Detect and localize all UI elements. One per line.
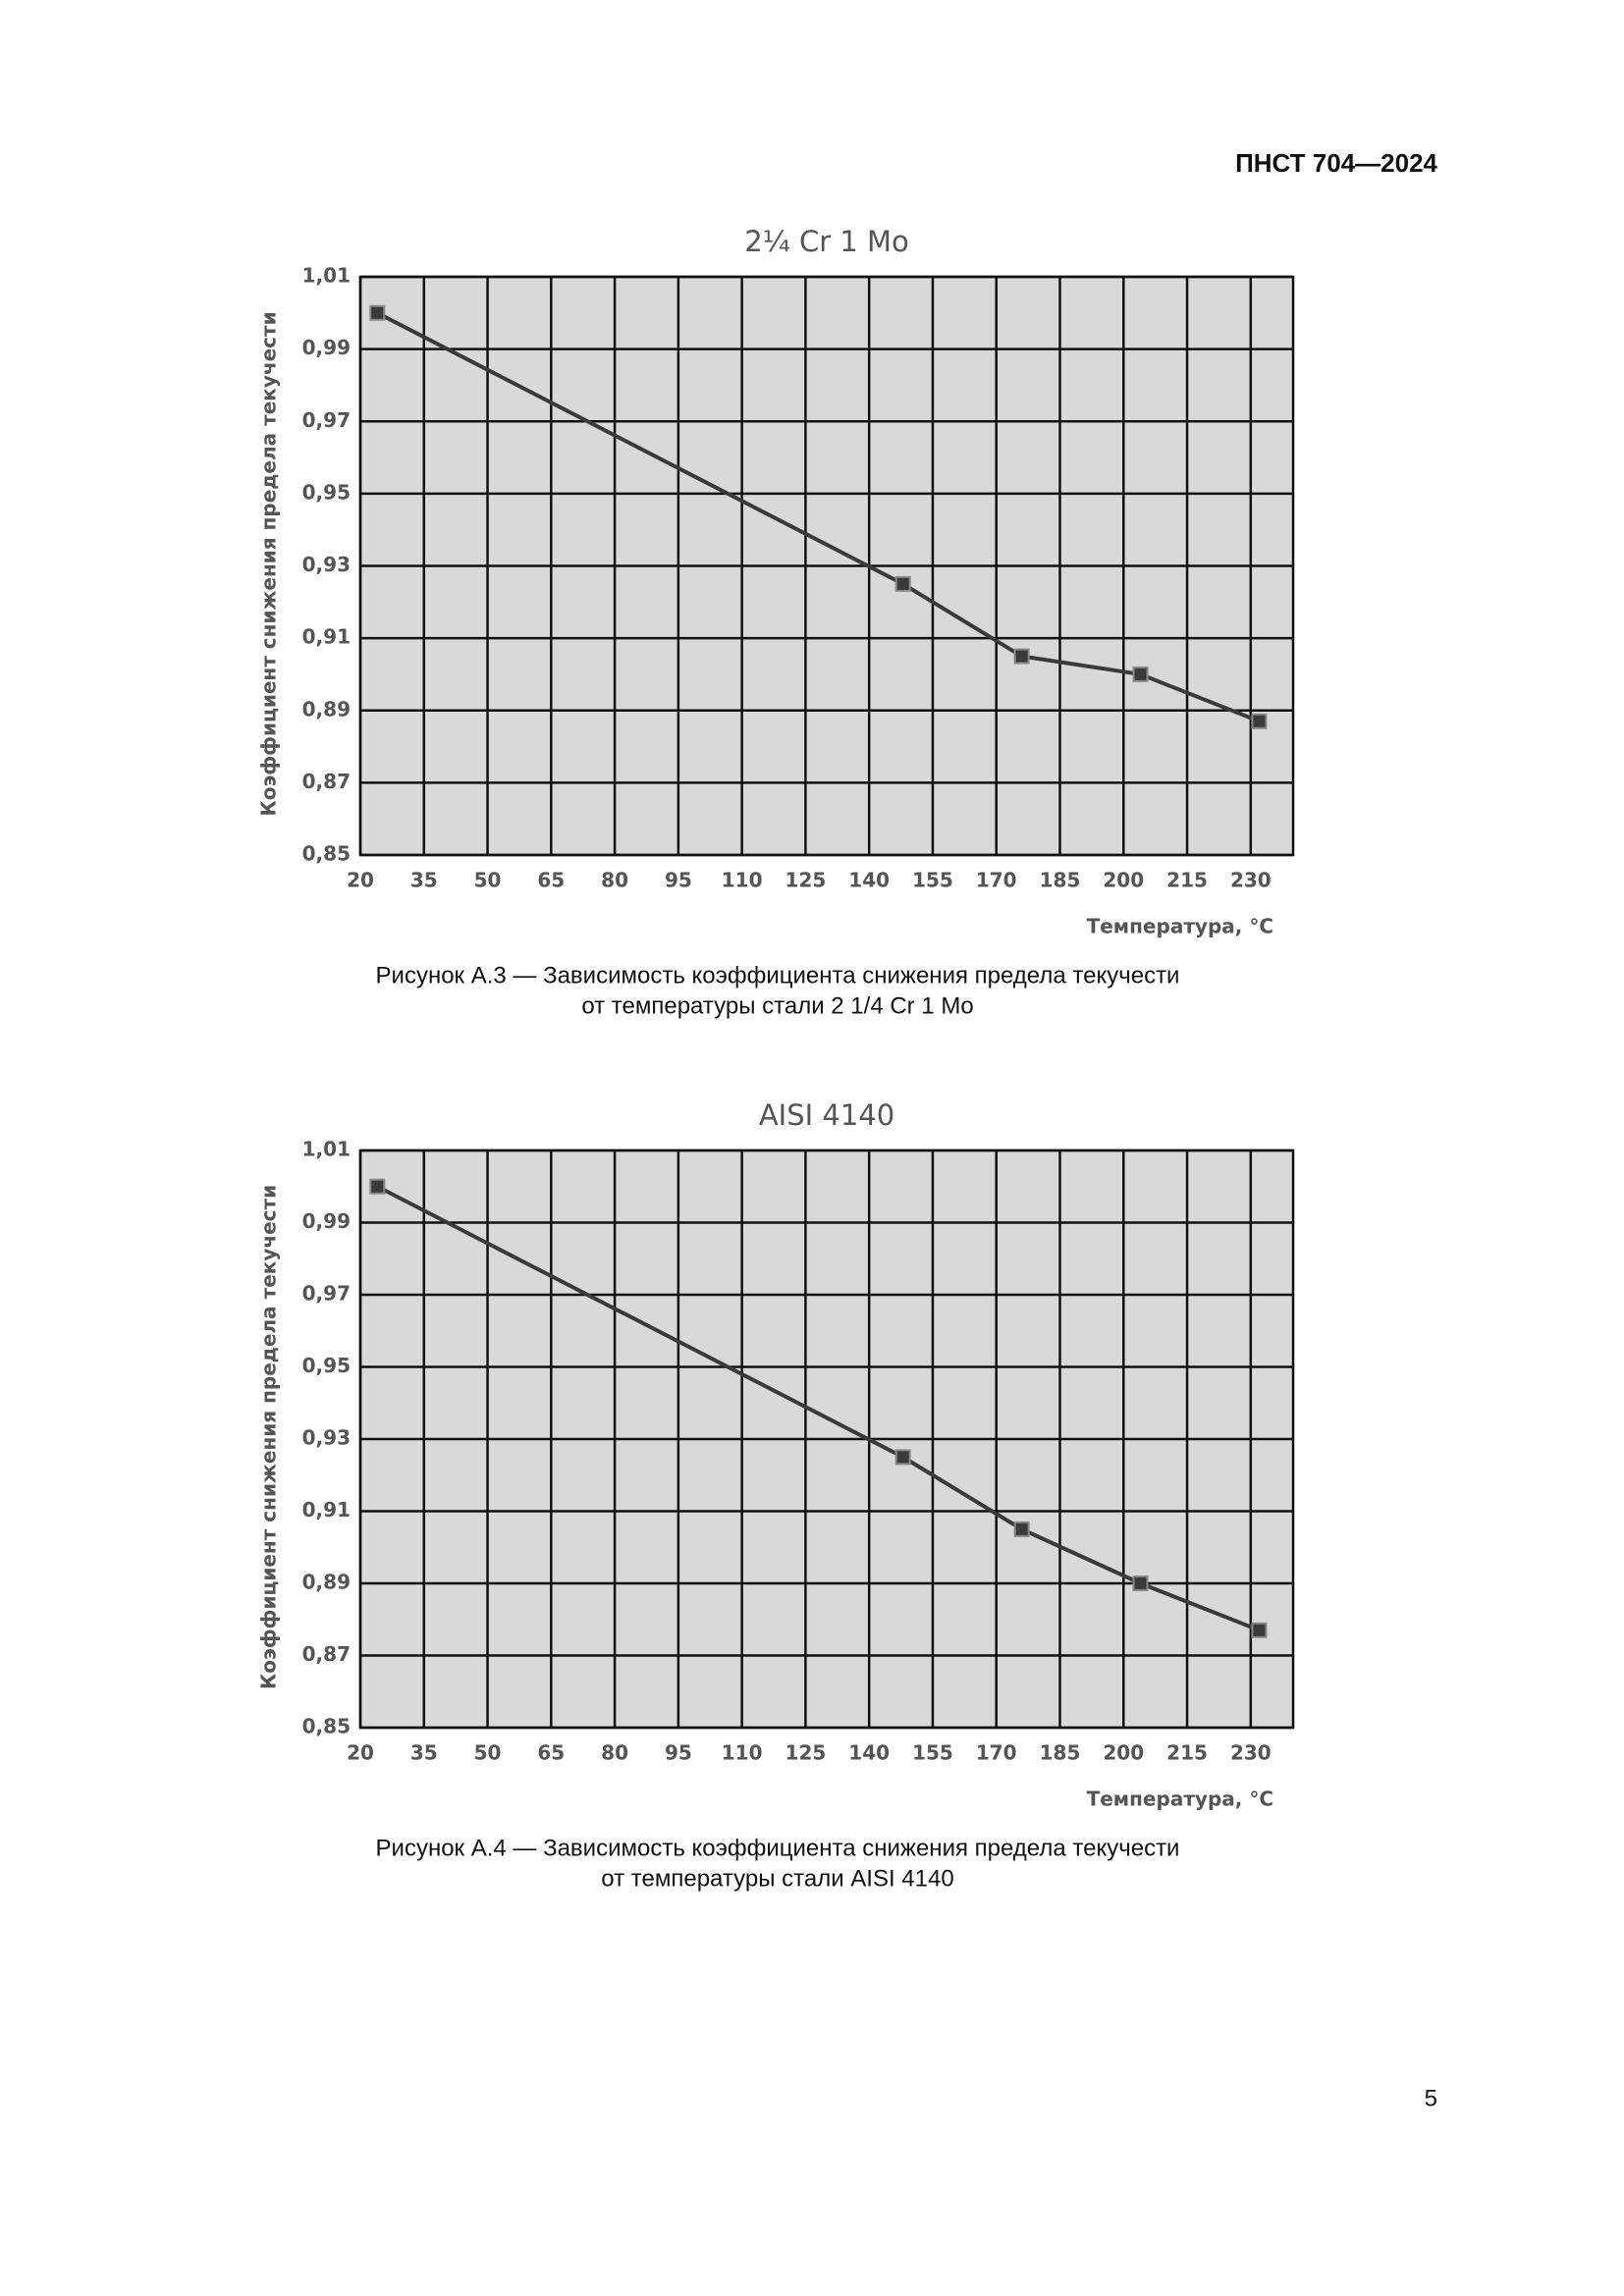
- y-tick-label: 0,85: [302, 1715, 351, 1738]
- chart-title: AISI 4140: [759, 1098, 894, 1132]
- y-axis-label: Коэффициент снижения предела текучести: [257, 311, 281, 816]
- x-tick-label: 215: [1166, 869, 1208, 892]
- data-marker: [369, 304, 386, 321]
- y-tick-label: 0,89: [302, 1571, 351, 1594]
- x-tick-label: 50: [474, 869, 502, 892]
- x-tick-label: 80: [601, 869, 628, 892]
- figure-caption: Рисунок А.3 — Зависимость коэффициента с…: [376, 962, 1180, 988]
- chart-title: 2¼ Cr 1 Mo: [744, 225, 909, 258]
- plot-border: [358, 1148, 1295, 1730]
- page-number: 5: [1425, 2085, 1437, 2111]
- data-marker: [894, 1449, 911, 1466]
- data-marker: [894, 575, 911, 592]
- x-tick-label: 185: [1040, 869, 1081, 892]
- y-tick-label: 0,97: [302, 1282, 351, 1306]
- x-tick-label: 20: [347, 869, 374, 892]
- x-tick-label: 125: [785, 1741, 827, 1765]
- data-marker: [1251, 1622, 1268, 1638]
- x-tick-label: 215: [1166, 1741, 1208, 1765]
- x-tick-label: 50: [474, 1741, 502, 1765]
- x-tick-label: 200: [1103, 869, 1144, 892]
- y-tick-label: 0,95: [302, 480, 351, 504]
- x-tick-label: 200: [1103, 1741, 1144, 1765]
- x-tick-label: 35: [410, 869, 438, 892]
- y-axis-label: Коэффициент снижения предела текучести: [257, 1185, 281, 1689]
- y-tick-label: 0,93: [302, 553, 351, 576]
- y-tick-label: 0,95: [302, 1354, 351, 1377]
- data-marker: [1132, 666, 1149, 682]
- x-tick-label: 95: [665, 1741, 692, 1765]
- x-tick-label: 170: [976, 869, 1017, 892]
- figure-caption: Рисунок А.4 — Зависимость коэффициента с…: [376, 1835, 1180, 1861]
- x-tick-label: 20: [347, 1741, 374, 1765]
- y-tick-label: 0,99: [302, 1209, 351, 1233]
- figure-caption: от температуры стали 2 1/4 Cr 1 Mo: [581, 992, 973, 1019]
- y-tick-label: 0,87: [302, 770, 351, 793]
- x-axis-label: Температура, °C: [1087, 915, 1273, 938]
- plot-border: [358, 275, 1295, 857]
- data-marker: [1013, 1521, 1030, 1537]
- doc-id: ПНСТ 704—2024: [1235, 148, 1437, 178]
- data-marker: [369, 1178, 386, 1195]
- x-tick-label: 35: [410, 1741, 438, 1765]
- data-marker: [1251, 713, 1268, 729]
- x-tick-label: 110: [722, 869, 763, 892]
- data-marker: [1013, 648, 1030, 665]
- x-tick-label: 170: [976, 1741, 1017, 1765]
- x-tick-label: 230: [1230, 869, 1272, 892]
- x-tick-label: 95: [665, 869, 692, 892]
- y-tick-label: 1,01: [302, 264, 351, 288]
- y-tick-label: 0,99: [302, 336, 351, 359]
- x-tick-label: 155: [912, 869, 953, 892]
- y-tick-label: 0,97: [302, 408, 351, 432]
- y-tick-label: 0,91: [302, 625, 351, 649]
- x-axis-label: Температура, °C: [1087, 1788, 1273, 1811]
- y-tick-label: 0,93: [302, 1426, 351, 1450]
- x-tick-label: 155: [912, 1741, 953, 1765]
- y-tick-label: 0,89: [302, 697, 351, 721]
- y-tick-label: 0,87: [302, 1642, 351, 1666]
- x-tick-label: 140: [848, 1741, 890, 1765]
- x-tick-label: 140: [848, 869, 890, 892]
- x-tick-label: 185: [1040, 1741, 1081, 1765]
- x-tick-label: 110: [722, 1741, 763, 1765]
- y-tick-label: 0,85: [302, 842, 351, 866]
- x-tick-label: 65: [537, 869, 565, 892]
- y-tick-label: 0,91: [302, 1498, 351, 1522]
- x-tick-label: 230: [1230, 1741, 1272, 1765]
- data-marker: [1132, 1575, 1149, 1591]
- figure-caption: от температуры стали AISI 4140: [601, 1865, 953, 1892]
- x-tick-label: 80: [601, 1741, 628, 1765]
- x-tick-label: 125: [785, 869, 827, 892]
- x-tick-label: 65: [537, 1741, 565, 1765]
- y-tick-label: 1,01: [302, 1138, 351, 1161]
